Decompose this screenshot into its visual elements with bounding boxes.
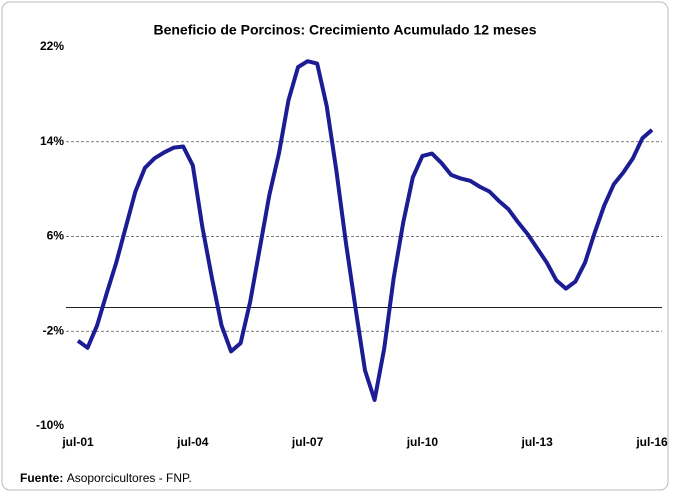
x-tick-label: jul-13 (521, 435, 554, 449)
data-line (76, 59, 654, 402)
y-tick-label: -2% (43, 323, 65, 337)
source: Fuente: Asoporcicultores - FNP. (20, 471, 192, 485)
x-tick-label: jul-01 (61, 435, 94, 449)
x-tick-label: jul-10 (406, 435, 439, 449)
chart-title: Beneficio de Porcinos: Crecimiento Acumu… (153, 22, 536, 38)
source-text: Asoporcicultores - FNP. (67, 471, 192, 485)
frame (1, 1, 669, 491)
y-tick-label: 14% (40, 134, 64, 148)
y-tick-label: 22% (40, 39, 64, 53)
x-tick-label: jul-16 (635, 435, 668, 449)
x-tick-label: jul-07 (291, 435, 324, 449)
y-tick-label: -10% (36, 418, 64, 432)
source-label: Fuente: (20, 471, 63, 485)
x-tick-label: jul-04 (176, 435, 209, 449)
y-tick-label: 6% (47, 229, 65, 243)
